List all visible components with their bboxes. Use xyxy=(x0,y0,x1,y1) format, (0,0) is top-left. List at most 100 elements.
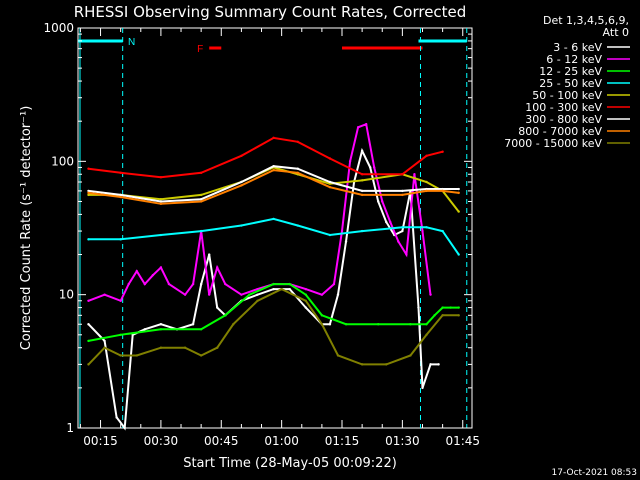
series-line xyxy=(88,165,459,203)
series-point xyxy=(457,253,460,256)
series-point xyxy=(87,299,90,302)
series-point xyxy=(360,229,364,233)
series-point xyxy=(119,193,122,197)
series-point xyxy=(119,238,122,241)
series-point xyxy=(123,426,126,430)
series-point xyxy=(304,293,307,296)
series-point xyxy=(207,253,211,256)
series-point xyxy=(159,202,163,206)
series-point xyxy=(397,240,400,243)
series-point xyxy=(216,306,219,309)
series-point xyxy=(119,333,122,337)
legend-label: 6 - 12 keV xyxy=(546,53,602,66)
timestamp: 17-Oct-2021 08:53 xyxy=(552,468,637,478)
series-point xyxy=(356,126,360,129)
y-axis-label: Corrected Count Rate (s⁻¹ detector⁻¹) xyxy=(19,106,34,351)
series-point xyxy=(328,180,332,184)
flag-bars: NF xyxy=(78,37,467,55)
x-tick-label: 00:30 xyxy=(144,434,179,448)
plot-frame xyxy=(77,27,473,429)
series-point xyxy=(360,189,364,193)
series-point xyxy=(421,386,424,390)
x-tick-label: 01:45 xyxy=(445,434,480,448)
y-tick-label: 10 xyxy=(59,288,74,302)
series-point xyxy=(385,363,388,366)
series-point xyxy=(425,180,428,184)
series-point xyxy=(224,282,227,286)
series-point xyxy=(364,122,368,126)
series-point xyxy=(240,224,243,227)
y-tick-label: 1 xyxy=(66,421,74,435)
series-point xyxy=(385,220,388,224)
legend-header-line: Det 1,3,4,5,6,9, xyxy=(543,14,629,27)
series-point xyxy=(377,200,380,203)
series-point xyxy=(199,193,203,197)
series-point xyxy=(328,185,332,189)
series-point xyxy=(401,173,404,176)
x-tick-label: 01:00 xyxy=(264,434,299,448)
series-point xyxy=(199,328,203,331)
series-point xyxy=(441,229,444,233)
series-point xyxy=(377,323,380,326)
series-point xyxy=(328,157,332,160)
series-point xyxy=(328,323,332,326)
series-point xyxy=(272,217,275,221)
series-point xyxy=(191,323,195,326)
series-point xyxy=(159,323,163,326)
series-point xyxy=(360,363,364,366)
series-point xyxy=(441,187,444,191)
series-point xyxy=(457,210,460,213)
series-line xyxy=(88,136,443,179)
series-point xyxy=(119,299,122,302)
series-point xyxy=(199,200,203,203)
legend-header-line: Att 0 xyxy=(603,26,629,39)
series-point xyxy=(320,323,324,326)
series-point xyxy=(272,282,275,286)
series-point xyxy=(87,189,90,193)
series-point xyxy=(304,299,307,302)
series-point xyxy=(425,226,428,229)
series-point xyxy=(405,253,408,256)
series-point xyxy=(232,323,235,326)
legend-header: Det 1,3,4,5,6,9,Att 0 xyxy=(543,14,629,39)
series-point xyxy=(135,354,138,357)
legend-label: 100 - 300 keV xyxy=(525,101,602,114)
series-point xyxy=(360,179,364,182)
series-point xyxy=(103,339,106,343)
series-point xyxy=(441,189,444,193)
series-point xyxy=(199,197,203,201)
series-point xyxy=(115,416,118,419)
series-point xyxy=(119,171,122,175)
series-point xyxy=(409,323,412,326)
series-point xyxy=(103,293,106,296)
series-point xyxy=(159,346,163,349)
x-axis-ticks: 00:15 00:30 00:45 01:00 01:15 01:30 01:45 xyxy=(79,28,480,448)
flag-label: N xyxy=(128,37,135,48)
flag-label: F xyxy=(197,44,203,55)
series-point xyxy=(143,328,147,331)
series-point xyxy=(344,323,348,326)
series-point xyxy=(127,282,130,286)
series-point xyxy=(348,160,352,163)
series-point xyxy=(103,346,106,349)
series-point xyxy=(425,189,428,193)
series-point xyxy=(296,224,299,227)
series-point xyxy=(288,287,291,291)
series-point xyxy=(183,293,187,296)
series-point xyxy=(360,193,364,197)
series-point xyxy=(320,293,324,296)
series-point xyxy=(401,229,404,233)
legend-label: 7000 - 15000 keV xyxy=(504,137,602,150)
x-axis-label: Start Time (28-May-05 00:09:22) xyxy=(183,456,397,471)
series-point xyxy=(256,287,259,291)
series-point xyxy=(413,173,416,176)
series-point xyxy=(433,314,436,317)
series-point xyxy=(216,266,219,269)
series-point xyxy=(143,282,147,286)
series-point xyxy=(457,191,460,195)
series-point xyxy=(296,171,299,175)
y-tick-label: 1000 xyxy=(43,21,74,35)
series-point xyxy=(240,180,243,184)
